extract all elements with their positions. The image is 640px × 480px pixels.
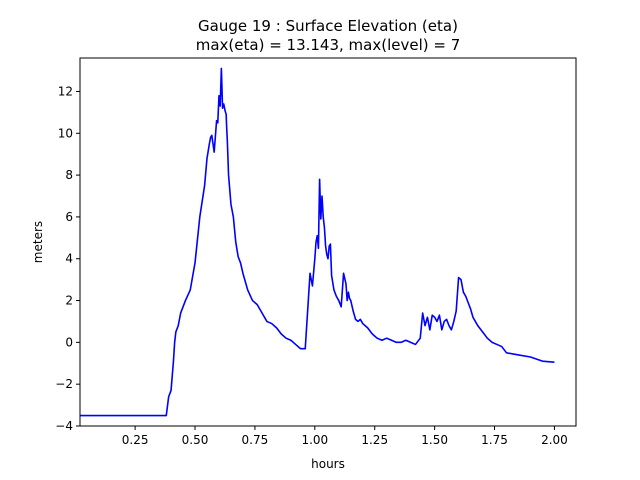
y-tick-label: 2 <box>65 294 73 308</box>
x-axis-label: hours <box>311 457 345 471</box>
x-tick-label: 1.75 <box>481 433 508 447</box>
y-tick-label: 4 <box>65 252 73 266</box>
axes-frame <box>79 57 577 427</box>
y-tick-label: 6 <box>65 210 73 224</box>
x-tick-label: 2.00 <box>541 433 568 447</box>
y-tick-label: 8 <box>65 168 73 182</box>
x-axis-ticks: 0.25 0.50 0.75 1.00 1.25 1.50 1.75 2.00 <box>122 426 568 447</box>
series-line-eta <box>80 67 555 417</box>
y-tick-label: −2 <box>55 377 73 391</box>
y-axis-ticks: −4 −2 0 2 4 6 8 10 12 <box>55 84 80 433</box>
series-layer <box>80 67 555 417</box>
x-tick-label: 1.25 <box>361 433 388 447</box>
y-tick-label: 0 <box>65 335 73 349</box>
y-tick-label: 12 <box>58 84 73 98</box>
y-tick-label: −4 <box>55 419 73 433</box>
x-tick-label: 1.00 <box>301 433 328 447</box>
x-tick-label: 0.75 <box>242 433 269 447</box>
chart-title-line2: max(eta) = 13.143, max(level) = 7 <box>196 36 461 54</box>
y-tick-label: 10 <box>58 126 73 140</box>
x-tick-label: 0.50 <box>182 433 209 447</box>
y-axis-label: meters <box>31 221 45 263</box>
x-tick-label: 0.25 <box>122 433 149 447</box>
plot-area <box>79 57 577 427</box>
chart-title-line1: Gauge 19 : Surface Elevation (eta) <box>198 17 458 35</box>
x-tick-label: 1.50 <box>421 433 448 447</box>
